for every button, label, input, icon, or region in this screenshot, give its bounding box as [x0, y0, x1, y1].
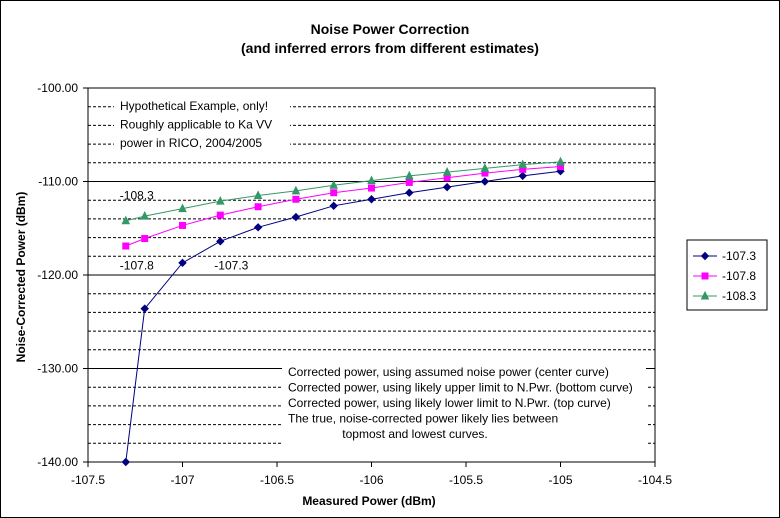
- legend-entry: -108.3: [722, 289, 756, 303]
- data-point: [367, 175, 376, 185]
- y-tick-label: -130.00: [37, 362, 78, 376]
- legend-entry: -107.8: [722, 269, 756, 283]
- data-point: [291, 185, 301, 195]
- legend-marker: [700, 290, 710, 300]
- annotation-label: -107.8: [120, 259, 154, 273]
- data-point: [253, 223, 263, 232]
- note-bottom-line: Corrected power, using likely lower limi…: [288, 396, 611, 410]
- legend-marker: [701, 272, 709, 280]
- data-point: [216, 211, 224, 219]
- data-point: [518, 171, 527, 181]
- data-point: [405, 178, 413, 186]
- x-tick-label: -104.5: [638, 473, 672, 487]
- y-tick-label: -120.00: [37, 268, 78, 282]
- data-point: [329, 180, 339, 189]
- data-point: [405, 188, 414, 197]
- data-point: [291, 212, 301, 222]
- chart-title: Noise Power Correction: [311, 21, 470, 37]
- data-point: [178, 258, 187, 268]
- data-point: [442, 182, 452, 192]
- data-point: [443, 174, 451, 182]
- series-line-2: [125, 166, 561, 247]
- x-tick-label: -106.5: [260, 473, 294, 487]
- y-tick-label: -140.00: [37, 455, 78, 469]
- annotations: -108.3 -107.8 -107.3: [120, 189, 249, 273]
- data-point: [330, 189, 338, 197]
- chart-subtitle: (and inferred errors from different esti…: [241, 40, 539, 56]
- data-point: [122, 242, 130, 250]
- x-tick-label: -107: [170, 473, 194, 487]
- data-point: [216, 237, 225, 246]
- data-point: [368, 184, 375, 192]
- y-tick-label: -110.00: [38, 175, 78, 189]
- data-point: [292, 195, 300, 203]
- note-bottom-bg: [282, 362, 646, 447]
- x-axis-label: Measured Power (dBm): [302, 494, 435, 508]
- data-point: [518, 159, 528, 169]
- note-bottom-line: Corrected power, using likely upper limi…: [288, 381, 633, 395]
- data-point: [140, 304, 149, 313]
- x-tick-label: -105.5: [449, 473, 483, 487]
- data-point: [442, 167, 452, 176]
- x-tick-label: -105: [548, 473, 572, 487]
- data-point: [121, 457, 131, 467]
- data-point: [253, 190, 263, 200]
- note-top-line: power in RICO, 2004/2005: [120, 136, 262, 150]
- data-point: [480, 177, 490, 186]
- axis-ticks: -107.5 -107 -106.5 -106 -105.5 -105 -104.5 -140…: [37, 81, 672, 487]
- series-group: [121, 156, 565, 467]
- y-axis-label: Noise-Corrected Power (dBm): [14, 192, 28, 363]
- note-bottom-line: The true, noise-corrected power likely l…: [288, 412, 558, 426]
- annotation-label: -108.3: [120, 189, 154, 203]
- data-point: [556, 156, 565, 166]
- legend-entry: -107.3: [722, 249, 756, 263]
- data-point: [178, 203, 187, 213]
- x-tick-label: -106: [359, 473, 383, 487]
- data-point: [367, 195, 376, 204]
- chart-notes: Hypothetical Example, only! Roughly appli…: [114, 94, 646, 447]
- data-point: [404, 170, 414, 180]
- note-bottom-line: Corrected power, using assumed noise pow…: [288, 365, 609, 379]
- annotation-label: -107.3: [214, 259, 248, 273]
- data-point: [480, 163, 490, 172]
- note-bottom-line: topmost and lowest curves.: [342, 427, 487, 441]
- note-top-line: Roughly applicable to Ka VV: [120, 118, 272, 132]
- data-point: [254, 203, 262, 211]
- note-top-line: Hypothetical Example, only!: [120, 99, 268, 113]
- data-point: [141, 235, 149, 243]
- data-point: [329, 201, 338, 211]
- legend: -107.3 -107.8 -108.3: [686, 239, 768, 311]
- note-top-bg: [114, 94, 290, 148]
- y-tick-label: -100.00: [37, 81, 78, 95]
- legend-marker: [700, 251, 710, 261]
- x-tick-label: -107.5: [71, 473, 105, 487]
- data-point: [140, 210, 150, 220]
- data-point: [215, 196, 225, 205]
- data-point: [121, 215, 131, 225]
- data-point: [179, 221, 186, 229]
- legend-box: [686, 239, 768, 311]
